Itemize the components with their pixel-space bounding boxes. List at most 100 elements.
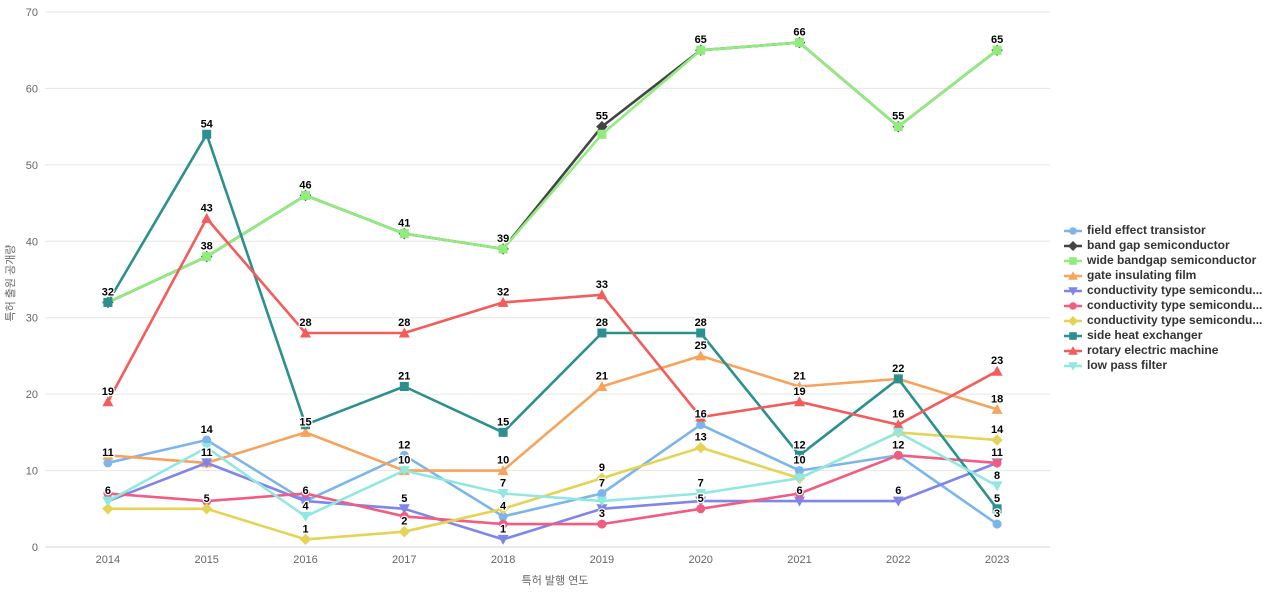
data-label: 11 bbox=[991, 447, 1003, 459]
data-point-marker bbox=[1068, 345, 1078, 355]
data-label: 7 bbox=[698, 478, 704, 490]
circle-legend-marker-icon bbox=[1064, 301, 1082, 310]
data-label: 7 bbox=[500, 478, 506, 490]
legend-label: field effect transistor bbox=[1087, 223, 1206, 237]
triangle-legend-marker-icon bbox=[1064, 345, 1082, 355]
legend-item-band-gap-semiconductor[interactable]: band gap semiconductor bbox=[1064, 238, 1262, 253]
data-point-marker bbox=[399, 511, 409, 521]
legend-label: gate insulating film bbox=[1087, 268, 1197, 282]
data-label: 38 bbox=[201, 241, 213, 253]
data-point-marker bbox=[695, 489, 707, 499]
data-point-marker bbox=[202, 435, 212, 445]
data-point-marker bbox=[597, 129, 607, 139]
square-legend-marker-icon bbox=[1064, 331, 1082, 340]
x-tick-label: 2020 bbox=[688, 554, 712, 566]
data-point-marker bbox=[794, 381, 805, 391]
data-point-marker bbox=[399, 229, 409, 239]
data-point-marker bbox=[795, 466, 804, 476]
series-conductivity-type-semicondu- bbox=[102, 426, 1003, 546]
y-tick-label: 70 bbox=[26, 7, 38, 19]
data-point-marker bbox=[103, 458, 113, 468]
data-label: 22 bbox=[892, 363, 904, 375]
data-point-marker bbox=[497, 465, 509, 476]
data-point-marker bbox=[103, 489, 113, 498]
data-label: 12 bbox=[793, 439, 805, 451]
data-point-marker bbox=[794, 473, 805, 484]
data-point-marker bbox=[398, 466, 410, 477]
data-point-marker bbox=[695, 411, 707, 422]
data-point-marker bbox=[301, 489, 310, 498]
series-line bbox=[106, 133, 999, 510]
series-line bbox=[107, 423, 998, 526]
data-label: 54 bbox=[201, 118, 214, 130]
series-band-gap-semiconductor bbox=[102, 36, 1003, 309]
data-point-marker bbox=[300, 327, 311, 338]
data-label: 14 bbox=[201, 424, 214, 436]
data-point-marker bbox=[299, 533, 312, 546]
data-point-marker bbox=[398, 526, 410, 538]
data-point-marker bbox=[1068, 286, 1078, 296]
data-point-marker bbox=[202, 496, 212, 506]
legend-item-side-heat-exchanger[interactable]: side heat exchanger bbox=[1064, 328, 1262, 343]
data-point-marker bbox=[1068, 361, 1078, 371]
data-label: 21 bbox=[398, 371, 410, 383]
data-point-marker bbox=[399, 450, 409, 460]
data-point-marker bbox=[695, 350, 707, 361]
data-label: 10 bbox=[793, 455, 805, 467]
diamond-legend-marker-icon bbox=[1064, 240, 1082, 251]
legend-item-low-pass-filter[interactable]: low pass filter bbox=[1064, 358, 1262, 373]
data-point-marker bbox=[202, 129, 212, 139]
data-point-marker bbox=[497, 534, 509, 545]
series-line bbox=[107, 461, 998, 541]
x-tick-label: 2015 bbox=[194, 554, 218, 566]
data-point-marker bbox=[696, 420, 706, 430]
data-label: 3 bbox=[599, 508, 605, 520]
data-point-marker bbox=[301, 420, 310, 430]
data-label: 23 bbox=[991, 355, 1003, 367]
y-tick-label: 50 bbox=[26, 160, 38, 172]
data-label: 43 bbox=[201, 202, 213, 214]
data-point-marker bbox=[992, 504, 1002, 514]
triangle-down-legend-marker-icon bbox=[1064, 286, 1082, 296]
data-point-marker bbox=[301, 190, 310, 200]
data-point-marker bbox=[1069, 226, 1077, 235]
y-tick-label: 30 bbox=[26, 313, 38, 325]
series-line bbox=[106, 217, 998, 427]
y-tick-label: 40 bbox=[26, 236, 38, 248]
legend-item-rotary-electric-machine[interactable]: rotary electric machine bbox=[1064, 343, 1262, 358]
data-label: 4 bbox=[302, 500, 309, 512]
legend-label: side heat exchanger bbox=[1087, 328, 1203, 342]
data-label: 16 bbox=[892, 409, 904, 421]
legend-item-conductivity-type-semicondu-[interactable]: conductivity type semicondu... bbox=[1064, 298, 1262, 313]
data-point-marker bbox=[102, 496, 114, 507]
data-label: 13 bbox=[695, 432, 707, 444]
data-point-marker bbox=[201, 458, 213, 469]
data-label: 5 bbox=[401, 493, 407, 505]
data-label: 18 bbox=[991, 393, 1003, 405]
legend-item-gate-insulating-film[interactable]: gate insulating film bbox=[1064, 268, 1262, 283]
data-label: 19 bbox=[793, 386, 805, 398]
data-label: 6 bbox=[105, 485, 111, 497]
data-point-marker bbox=[498, 244, 508, 254]
y-axis-title: 특허 출원 공개량 bbox=[5, 244, 17, 322]
legend-item-conductivity-type-semicondu-[interactable]: conductivity type semicondu... bbox=[1064, 283, 1262, 298]
data-point-marker bbox=[300, 496, 311, 507]
data-point-marker bbox=[695, 441, 707, 454]
data-point-marker bbox=[795, 450, 804, 460]
data-point-marker bbox=[398, 327, 410, 338]
data-label: 1 bbox=[302, 523, 308, 535]
data-label: 6 bbox=[895, 485, 901, 497]
data-point-marker bbox=[794, 396, 805, 407]
data-label: 46 bbox=[299, 179, 311, 191]
legend-item-conductivity-type-semicondu-[interactable]: conductivity type semicondu... bbox=[1064, 313, 1262, 328]
legend-label: conductivity type semicondu... bbox=[1087, 313, 1263, 327]
data-label: 6 bbox=[302, 485, 308, 497]
data-point-marker bbox=[1069, 331, 1077, 340]
data-label: 55 bbox=[892, 111, 904, 123]
legend-item-field-effect-transistor[interactable]: field effect transistor bbox=[1064, 223, 1262, 238]
data-point-marker bbox=[102, 396, 114, 407]
data-point-marker bbox=[103, 297, 113, 307]
data-point-marker bbox=[596, 381, 608, 391]
data-point-marker bbox=[597, 328, 607, 338]
legend-item-wide-bandgap-semiconductor[interactable]: wide bandgap semiconductor bbox=[1064, 253, 1262, 268]
